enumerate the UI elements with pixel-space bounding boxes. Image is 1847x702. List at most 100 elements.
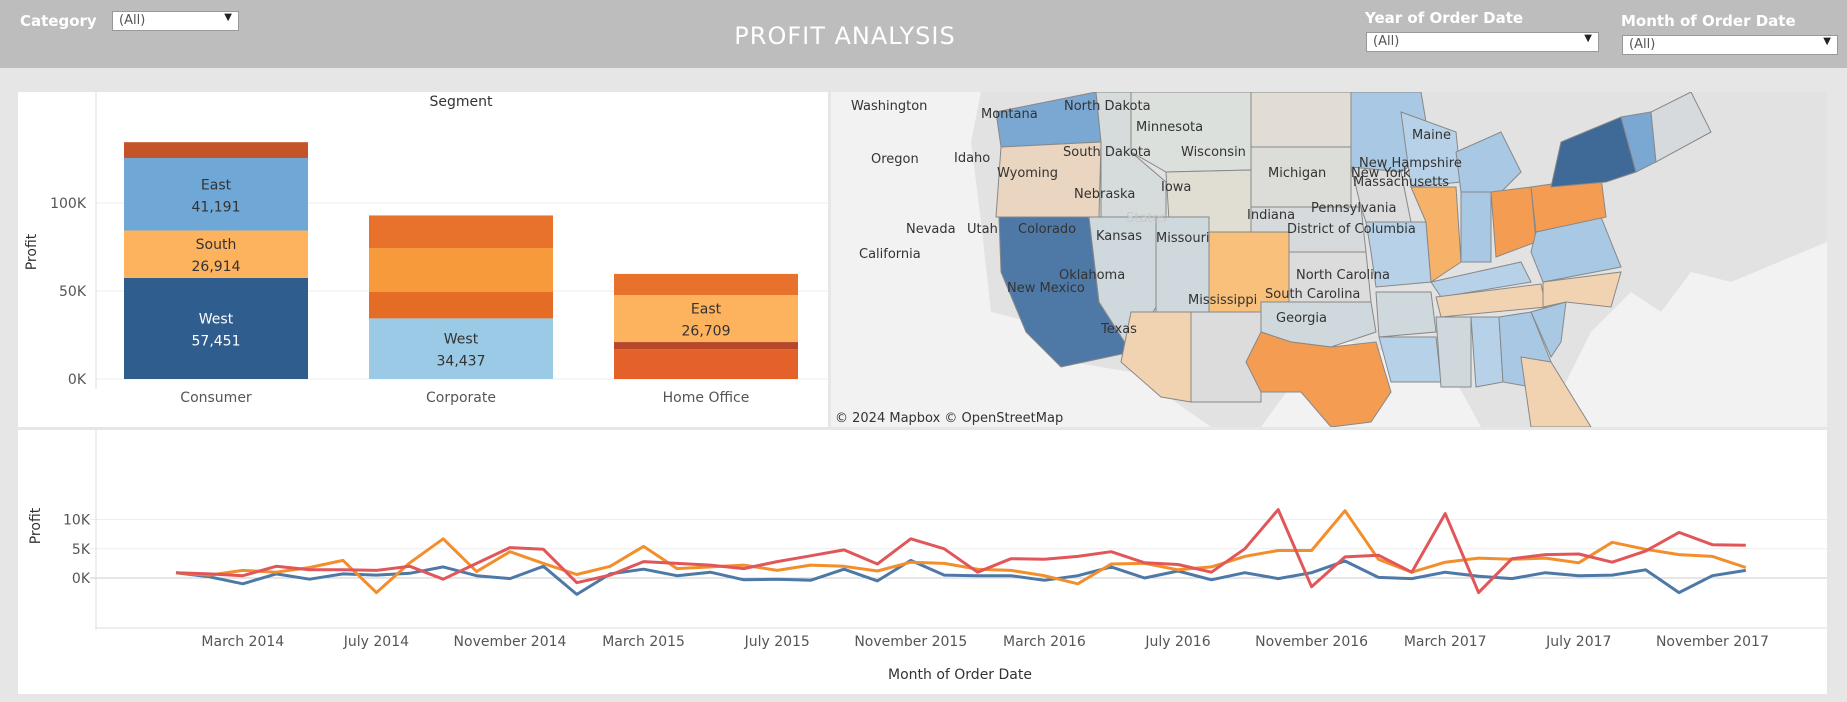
month-dropdown[interactable]: (All) ▼	[1622, 35, 1838, 55]
series-line	[175, 558, 1747, 596]
segment-bar-chart: Segment Profit 0K 50K 100K West 57,451 South 26,…	[24, 92, 828, 406]
state-label: Indiana	[1247, 208, 1295, 223]
state-label: Nebraska	[1074, 187, 1135, 202]
x-tick-label: November 2014	[454, 634, 567, 650]
bar-segment	[369, 318, 553, 379]
x-tick-label: July 2015	[744, 634, 810, 650]
series-line	[175, 508, 1746, 595]
series-line	[175, 509, 1747, 595]
bar-segment-label: South	[196, 237, 237, 253]
state-arizona[interactable]	[1120, 311, 1192, 403]
state-label: Minnesota	[1136, 120, 1203, 135]
chevron-down-icon: ▼	[1584, 33, 1592, 44]
chart-title: Segment	[430, 94, 494, 110]
x-tick-label: November 2015	[854, 634, 967, 650]
bar-segment-label: East	[201, 177, 232, 193]
state-tennessee[interactable]	[1435, 283, 1547, 318]
month-filter-label: Month of Order Date	[1621, 12, 1796, 30]
state-label: Nevada	[906, 222, 956, 237]
map-attribution: © 2024 Mapbox © OpenStreetMap	[835, 411, 1063, 426]
bar-segment	[614, 342, 798, 350]
y-tick-label: 100K	[50, 196, 87, 212]
filter-bar: Category (All) ▼ PROFIT ANALYSIS Year of…	[0, 0, 1847, 68]
bar-segment	[124, 277, 308, 379]
x-tick-label: March 2014	[201, 634, 284, 650]
x-axis-title: Month of Order Date	[888, 667, 1032, 683]
state-label: Kansas	[1096, 229, 1142, 244]
state-arkansas[interactable]	[1375, 291, 1437, 338]
state-label: Massachusetts	[1353, 175, 1449, 190]
bar-segment	[369, 247, 553, 292]
x-tick-label: Consumer	[180, 390, 252, 406]
bar-segment	[124, 142, 308, 159]
state-texas[interactable]	[1245, 331, 1392, 427]
x-tick-label: March 2017	[1404, 634, 1487, 650]
profit-line-chart: Profit 0K 5K 10K March 2014 July 2014 November…	[28, 430, 1827, 683]
bar-segment	[369, 215, 553, 248]
category-filter-label: Category	[20, 12, 97, 30]
state-label: New Hampshire	[1359, 156, 1462, 171]
state-label: Wisconsin	[1181, 145, 1246, 160]
segment-bar-chart-panel: Segment Profit 0K 50K 100K West 57,451 South 26,…	[18, 92, 828, 427]
x-tick-label: November 2016	[1255, 634, 1368, 650]
page-title: PROFIT ANALYSIS	[734, 22, 956, 50]
year-dropdown[interactable]: (All) ▼	[1366, 32, 1599, 52]
bar-segment	[614, 295, 798, 343]
state-michigan[interactable]	[1455, 131, 1522, 203]
state-new-mexico[interactable]	[1190, 311, 1262, 403]
bar-segment	[369, 291, 553, 319]
state-florida[interactable]	[1520, 356, 1592, 427]
bar-value-label: 26,709	[682, 324, 731, 340]
state-kentucky[interactable]	[1430, 261, 1532, 298]
year-dropdown-value: (All)	[1373, 34, 1400, 49]
y-tick-label: 5K	[72, 542, 91, 558]
state-label: Pennsylvania	[1311, 201, 1396, 216]
state-label: South Carolina	[1265, 287, 1360, 302]
chevron-down-icon: ▼	[224, 12, 232, 23]
x-tick-label: July 2014	[343, 634, 409, 650]
state-label: California	[859, 247, 921, 262]
y-axis-title: Profit	[28, 507, 44, 544]
us-state-map[interactable]: Washington Montana North Dakota Minnesot…	[831, 92, 1827, 427]
x-tick-label: Corporate	[426, 390, 496, 406]
state-label: Missouri	[1156, 231, 1210, 246]
x-tick-label: March 2016	[1003, 634, 1086, 650]
x-tick-label: Home Office	[663, 390, 750, 406]
profit-line-chart-panel: Profit 0K 5K 10K March 2014 July 2014 November…	[18, 430, 1827, 694]
category-dropdown[interactable]: (All) ▼	[112, 11, 239, 31]
state-north-dakota[interactable]	[1250, 92, 1352, 148]
state-label: New York	[1351, 166, 1411, 181]
state-label: Mississippi	[1188, 293, 1257, 308]
state-label: Wyoming	[997, 166, 1058, 181]
y-tick-label: 0K	[68, 372, 87, 388]
chevron-down-icon: ▼	[1823, 36, 1831, 47]
state-missouri[interactable]	[1365, 221, 1432, 288]
state-label: Idaho	[954, 151, 990, 166]
state-alabama[interactable]	[1470, 316, 1504, 388]
state-new-york[interactable]	[1550, 116, 1637, 188]
state-north-carolina[interactable]	[1542, 271, 1622, 308]
x-tick-label: July 2016	[1144, 634, 1210, 650]
state-label: Washington	[851, 99, 927, 114]
state-label: Oregon	[871, 152, 919, 167]
bar-segment	[124, 230, 308, 278]
bar-segment	[614, 349, 798, 379]
state-label: North Dakota	[1064, 99, 1151, 114]
bar-segment	[614, 273, 798, 296]
state-maine[interactable]	[1650, 92, 1712, 163]
x-tick-label: March 2015	[602, 634, 685, 650]
state-label: Oklahoma	[1059, 268, 1125, 283]
state-mississippi[interactable]	[1435, 316, 1472, 388]
state-indiana[interactable]	[1460, 191, 1492, 263]
profit-map-panel[interactable]: Washington Montana North Dakota Minnesot…	[831, 92, 1827, 427]
state-label: Colorado	[1018, 222, 1076, 237]
state-south-carolina[interactable]	[1530, 301, 1567, 359]
state-illinois[interactable]	[1410, 186, 1462, 283]
y-tick-label: 10K	[63, 513, 91, 529]
state-label: Georgia	[1276, 311, 1327, 326]
bar-value-label: 34,437	[437, 354, 486, 370]
x-tick-label: July 2017	[1545, 634, 1611, 650]
year-filter-label: Year of Order Date	[1365, 9, 1524, 27]
map-watermark-label: States	[1126, 211, 1167, 226]
bar-value-label: 26,914	[192, 259, 241, 275]
